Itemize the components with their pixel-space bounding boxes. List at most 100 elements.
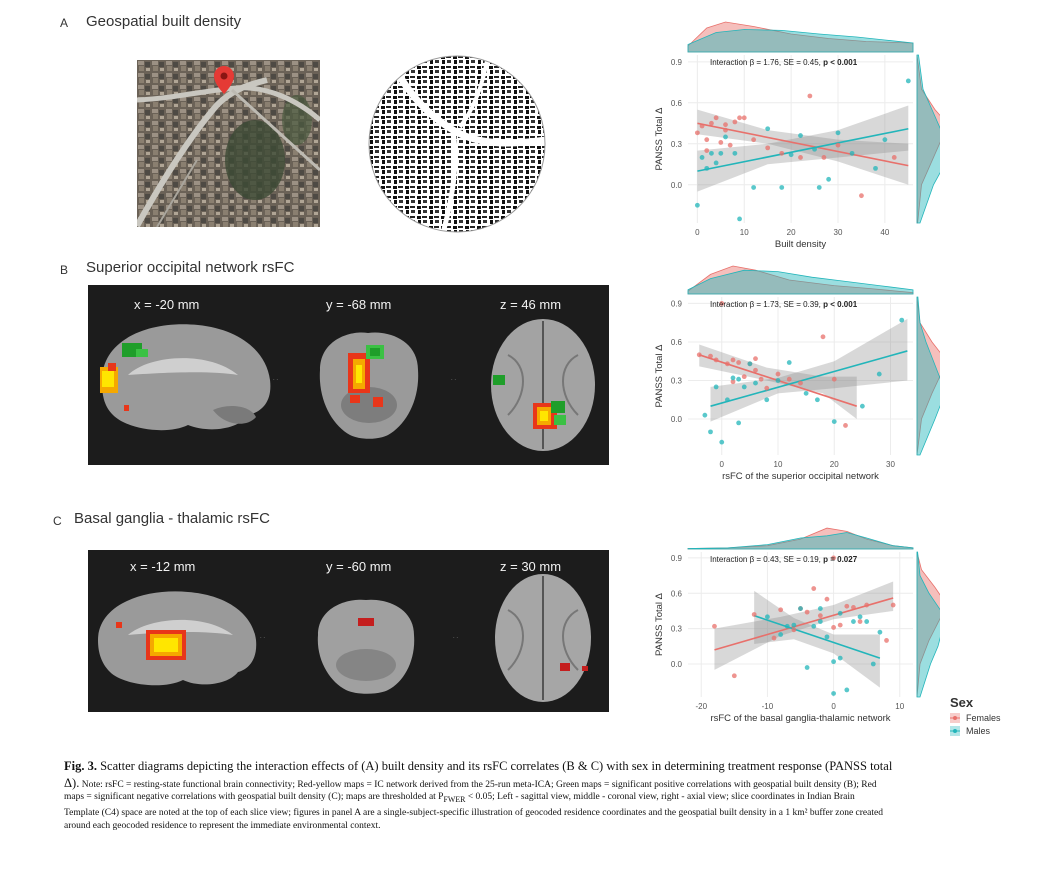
coord-label-axial: z = 46 mm xyxy=(500,297,562,312)
data-point-females xyxy=(824,596,830,602)
interaction-annotation: Interaction β = 1.73, SE = 0.39, p < 0.0… xyxy=(710,300,858,309)
data-point-females xyxy=(864,602,870,608)
data-point-females xyxy=(712,623,717,629)
annotation-stats: Interaction β = 0.43, SE = 0.19, xyxy=(710,555,823,564)
data-point-males xyxy=(812,146,817,152)
interaction-annotation: Interaction β = 0.43, SE = 0.19, p = 0.0… xyxy=(710,555,858,564)
interaction-annotation: Interaction β = 1.76, SE = 0.45, p < 0.0… xyxy=(710,58,858,67)
y-tick-label: 0.3 xyxy=(671,625,683,634)
y-tick-label: 0.0 xyxy=(671,415,683,424)
panel-a-letter: A xyxy=(60,16,69,30)
ci-band-females xyxy=(697,109,909,185)
x-tick-label: 30 xyxy=(834,228,843,237)
annotation-p-value: p = 0.027 xyxy=(823,555,858,564)
x-axis-label: rsFC of the basal ganglia-thalamic netwo… xyxy=(710,713,890,724)
y-axis-label: PANSS Total Δ xyxy=(654,592,665,656)
x-tick-label: -10 xyxy=(762,702,774,711)
data-point-females xyxy=(724,361,730,367)
svg-text:. .: . . xyxy=(451,376,456,382)
data-point-females xyxy=(804,609,810,615)
annotation-stats: Interaction β = 1.73, SE = 0.39, xyxy=(710,300,823,309)
data-point-males xyxy=(877,629,883,635)
caption-fig-label: Fig. 3. xyxy=(64,759,97,773)
data-point-females xyxy=(831,555,836,561)
data-point-males xyxy=(837,610,843,616)
svg-text:. .: . . xyxy=(260,634,265,640)
data-point-females xyxy=(708,353,713,359)
caption-line-1: Fig. 3. Scatter diagrams depicting the i… xyxy=(64,759,1028,774)
sagittal-brain-slice xyxy=(100,324,271,431)
data-point-females xyxy=(704,137,710,143)
data-point-males xyxy=(882,137,888,143)
data-point-males xyxy=(708,429,713,435)
data-point-females xyxy=(730,357,736,363)
data-point-males xyxy=(751,185,757,190)
data-point-females xyxy=(857,619,863,624)
data-point-males xyxy=(870,661,876,667)
x-tick-label: 10 xyxy=(740,228,749,237)
data-point-females xyxy=(713,115,719,121)
data-point-males xyxy=(798,133,803,138)
coord-label-sagittal: x = -12 mm xyxy=(130,559,196,574)
sagittal-brain-slice xyxy=(98,591,257,686)
ci-band-males xyxy=(710,318,908,422)
data-point-females xyxy=(835,142,841,148)
y-axis-label: PANSS Total Δ xyxy=(654,344,665,408)
data-point-females xyxy=(843,423,848,428)
data-point-males xyxy=(791,622,797,628)
data-point-females xyxy=(821,155,827,160)
scatter-chart-superior-occipital: 0.0 0.3 0.6 0.9 0 10 20 30 Interaction β = 1.73,… xyxy=(654,265,940,482)
data-point-males xyxy=(831,691,836,696)
data-point-females xyxy=(758,376,764,382)
fit-line-males xyxy=(697,127,909,172)
fit-line-males xyxy=(753,614,881,659)
density-right-females xyxy=(916,54,940,224)
data-point-males xyxy=(753,380,758,386)
density-top-males xyxy=(687,532,914,550)
data-point-males xyxy=(817,606,823,611)
data-point-females xyxy=(891,155,897,160)
plot-area xyxy=(688,297,913,455)
y-tick-label: 0.9 xyxy=(671,299,683,308)
coord-label-sagittal: x = -20 mm xyxy=(134,297,200,312)
data-point-males xyxy=(844,687,850,693)
data-point-males xyxy=(803,390,809,396)
data-point-females xyxy=(753,367,758,373)
density-right-females xyxy=(916,296,940,456)
data-point-males xyxy=(864,619,870,624)
coord-label-coronal: y = -60 mm xyxy=(326,559,392,574)
density-right-males xyxy=(916,551,940,698)
data-point-females xyxy=(719,301,725,306)
y-tick-label: 0.3 xyxy=(671,376,683,385)
data-point-males xyxy=(764,397,770,403)
data-point-males xyxy=(811,623,817,629)
data-point-males xyxy=(859,403,865,409)
caption-line-3: maps = significant negative correlations… xyxy=(64,792,1028,804)
caption-note-2: maps = significant negative correlations… xyxy=(64,792,444,802)
data-point-females xyxy=(741,374,747,380)
data-point-males xyxy=(817,619,823,624)
legend-swatch-males xyxy=(950,726,960,736)
scatter-chart-built-density: 0.0 0.3 0.6 0.9 0 10 20 30 40 Interaction β = 1.7… xyxy=(654,21,940,250)
data-point-males xyxy=(837,655,843,661)
data-point-males xyxy=(784,623,790,629)
data-point-females xyxy=(884,638,889,643)
data-point-males xyxy=(737,216,742,222)
annotation-p-value: p < 0.001 xyxy=(823,58,858,67)
x-tick-label: 10 xyxy=(895,702,904,711)
data-point-females xyxy=(730,379,736,385)
ci-band-females xyxy=(714,581,894,670)
data-point-females xyxy=(765,145,771,151)
coord-label-axial: z = 30 mm xyxy=(500,559,562,574)
brain-slices-b: x = -20 mm y = -68 mm z = 46 mm . . . . xyxy=(88,285,609,465)
svg-text:. .: . . xyxy=(273,376,278,382)
y-axis-label: PANSS Total Δ xyxy=(654,107,665,171)
scatter-chart-basal-ganglia: 0.0 0.3 0.6 0.9 -20 -10 0 10 Interaction β = 0.4… xyxy=(654,527,940,724)
axial-brain-slice xyxy=(491,319,595,451)
data-point-males xyxy=(804,665,810,670)
data-point-males xyxy=(747,361,753,367)
x-axis-label: rsFC of the superior occipital network xyxy=(722,471,879,482)
legend-title: Sex xyxy=(950,695,974,710)
panel-a-title: Geospatial built density xyxy=(86,13,242,30)
data-point-males xyxy=(899,317,905,323)
